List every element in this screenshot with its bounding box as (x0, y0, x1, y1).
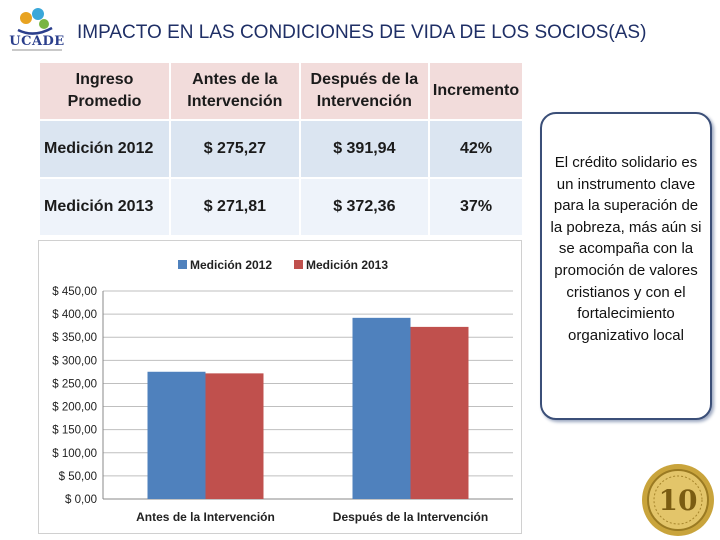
col-header-after: Después de la Intervención (298, 61, 431, 121)
y-tick-label: $ 250,00 (52, 378, 97, 390)
x-tick-label: Antes de la Intervención (136, 510, 275, 524)
bar-chart-svg: $ 0,00 $ 50,00 $ 100,00 $ 150,00 $ 200,00 $ 2… (52, 258, 513, 524)
seal-numeral: 10 (659, 484, 698, 517)
col-header-income: Ingreso Promedio (37, 61, 172, 121)
cell-increase: 42% (428, 119, 524, 179)
income-table: Ingreso Promedio Antes de la Intervenció… (37, 61, 524, 237)
legend-swatch (294, 260, 303, 269)
logo-figure-orange (20, 12, 32, 24)
seal-inner-disc (647, 469, 709, 531)
cell-after: $ 391,94 (298, 119, 431, 179)
table-row: Medición 2013 $ 271,81 $ 372,36 37% (37, 177, 524, 237)
bar-chart: $ 0,00 $ 50,00 $ 100,00 $ 150,00 $ 200,00 $ 2… (38, 240, 522, 534)
row-label: Medición 2012 (37, 119, 172, 179)
y-tick-label: $ 150,00 (52, 425, 97, 437)
logo-underline (12, 49, 62, 51)
bar-series1 (147, 371, 206, 499)
table-header-row: Ingreso Promedio Antes de la Intervenció… (37, 61, 524, 121)
table-row: Medición 2012 $ 275,27 $ 391,94 42% (37, 119, 524, 179)
cell-increase: 37% (428, 177, 524, 237)
x-tick-label: Después de la Intervención (333, 510, 488, 524)
bar-series1 (352, 317, 411, 499)
callout-text: El crédito solidario es un instrumento c… (550, 154, 702, 344)
page-title: IMPACTO EN LAS CONDICIONES DE VIDA DE LO… (77, 22, 647, 43)
legend-swatch (178, 260, 187, 269)
col-header-increase: Incremento (428, 61, 524, 121)
y-tick-label: $ 200,00 (52, 402, 97, 414)
legend-label: Medición 2013 (306, 258, 388, 272)
y-tick-label: $ 300,00 (52, 355, 97, 367)
y-tick-label: $ 400,00 (52, 309, 97, 321)
logo-figure-green (39, 19, 49, 29)
cell-before: $ 271,81 (169, 177, 301, 237)
legend-label: Medición 2012 (190, 258, 272, 272)
anniversary-seal: 10 (642, 464, 714, 536)
bar-series2 (205, 373, 264, 499)
row-label: Medición 2013 (37, 177, 172, 237)
y-tick-label: $ 450,00 (52, 286, 97, 298)
seal-dotted-ring (653, 475, 703, 525)
col-header-before: Antes de la Intervención (169, 61, 301, 121)
y-tick-label: $ 100,00 (52, 448, 97, 460)
ucade-logo (17, 8, 53, 35)
cell-before: $ 275,27 (169, 119, 301, 179)
y-tick-label: $ 350,00 (52, 332, 97, 344)
cell-after: $ 372,36 (298, 177, 431, 237)
bar-series2 (410, 326, 469, 499)
y-tick-label: $ 50,00 (59, 471, 97, 483)
quote-callout: El crédito solidario es un instrumento c… (540, 112, 712, 420)
logo-text: UCADE (9, 34, 65, 49)
logo-figure-blue (32, 8, 44, 20)
y-tick-label: $ 0,00 (65, 494, 97, 506)
logo-swoosh (17, 26, 53, 35)
